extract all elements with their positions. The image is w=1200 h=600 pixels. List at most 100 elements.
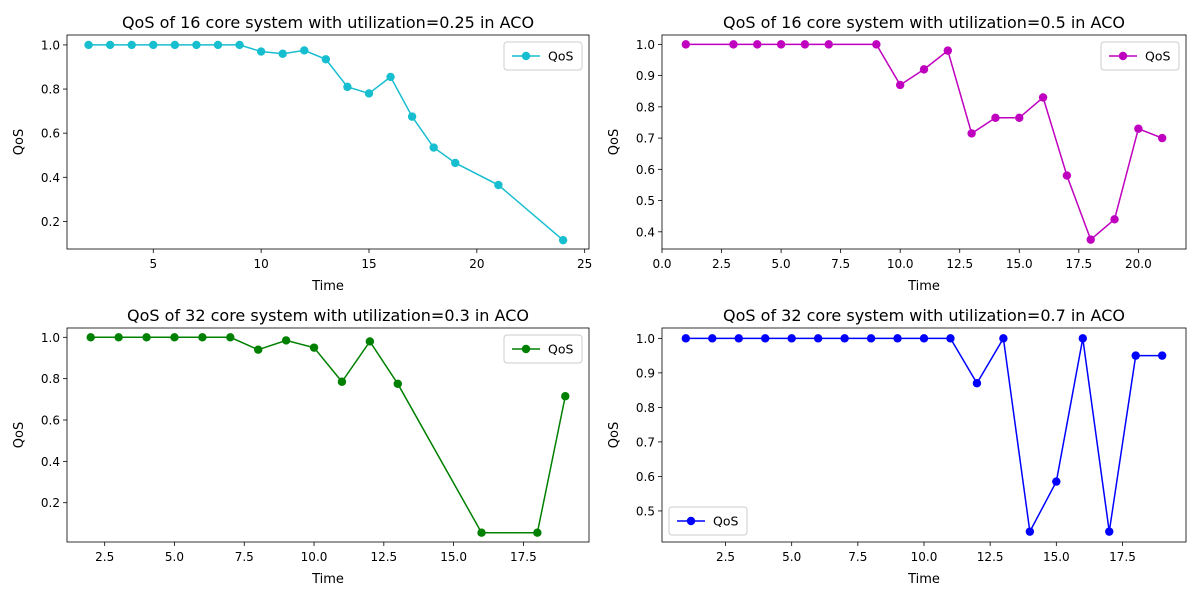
data-point bbox=[776, 40, 786, 49]
x-tick-label: 10.0 bbox=[887, 257, 914, 271]
data-point bbox=[800, 40, 810, 49]
chart-title: QoS of 16 core system with utilization=0… bbox=[122, 13, 534, 32]
legend: QoS bbox=[668, 506, 748, 536]
data-point bbox=[753, 40, 762, 49]
data-point bbox=[477, 528, 486, 537]
data-point bbox=[1078, 334, 1087, 343]
x-tick-label: 15.0 bbox=[440, 550, 467, 564]
x-axis-label: Time bbox=[311, 279, 344, 294]
x-tick-label: 12.5 bbox=[977, 550, 1004, 564]
data-point bbox=[386, 72, 395, 82]
data-point bbox=[365, 337, 375, 346]
chart-panel-1: QoS of 16 core system with utilization=0… bbox=[12, 13, 592, 294]
data-point bbox=[1157, 351, 1167, 360]
y-tick-label: 0.6 bbox=[41, 414, 60, 428]
data-point bbox=[1052, 477, 1061, 486]
series-line bbox=[685, 43, 1163, 241]
chart-title: QoS of 32 core system with utilization=0… bbox=[127, 306, 529, 325]
x-tick-label: 10.0 bbox=[911, 550, 938, 564]
x-tick-label: 15.0 bbox=[1043, 550, 1070, 564]
series-line bbox=[88, 44, 564, 241]
data-point bbox=[533, 528, 542, 537]
data-point bbox=[321, 55, 331, 64]
legend: QoS bbox=[503, 334, 583, 364]
data-point bbox=[708, 334, 717, 343]
y-tick-label: 0.8 bbox=[636, 100, 655, 114]
data-point bbox=[494, 180, 503, 190]
data-point bbox=[1015, 113, 1024, 122]
data-point bbox=[787, 334, 796, 343]
legend-label: QoS bbox=[1145, 49, 1170, 64]
y-tick-label: 0.7 bbox=[636, 132, 655, 146]
y-tick-label: 0.8 bbox=[41, 372, 60, 386]
x-axis-label: Time bbox=[907, 279, 940, 294]
data-point bbox=[429, 143, 438, 152]
y-tick-label: 0.5 bbox=[636, 194, 655, 208]
x-tick-label: 25 bbox=[577, 257, 592, 271]
data-point bbox=[278, 49, 287, 58]
data-point bbox=[734, 334, 743, 343]
data-point bbox=[872, 40, 881, 49]
data-point bbox=[919, 334, 929, 343]
y-axis-label: QoS bbox=[607, 129, 622, 155]
data-point bbox=[451, 158, 460, 168]
chart-panel-3: QoS of 32 core system with utilization=0… bbox=[12, 306, 590, 587]
y-tick-label: 0.8 bbox=[41, 83, 60, 97]
data-point bbox=[681, 40, 691, 49]
y-tick-label: 0.4 bbox=[636, 225, 655, 239]
data-point bbox=[142, 333, 151, 342]
y-tick-label: 1.0 bbox=[636, 38, 655, 52]
data-point bbox=[300, 46, 309, 55]
data-point bbox=[343, 82, 352, 92]
data-point bbox=[761, 334, 770, 343]
x-tick-label: 2.5 bbox=[712, 257, 731, 271]
chart-panel-2: QoS of 16 core system with utilization=0… bbox=[607, 13, 1187, 294]
chart-title: QoS of 16 core system with utilization=0… bbox=[723, 13, 1125, 32]
x-tick-label: 17.5 bbox=[1109, 550, 1136, 564]
chart-title: QoS of 32 core system with utilization=0… bbox=[723, 306, 1125, 325]
data-point bbox=[170, 333, 179, 342]
axes-frame bbox=[66, 34, 590, 250]
y-tick-label: 0.8 bbox=[636, 401, 655, 415]
data-point bbox=[105, 40, 115, 50]
data-point bbox=[999, 334, 1008, 343]
legend-marker bbox=[1118, 51, 1128, 61]
legend-marker bbox=[686, 516, 696, 526]
x-tick-label: 12.5 bbox=[370, 550, 397, 564]
y-tick-label: 0.9 bbox=[636, 366, 655, 380]
series-line bbox=[685, 336, 1163, 535]
x-tick-label: 5.0 bbox=[782, 550, 801, 564]
data-point bbox=[967, 129, 976, 138]
y-tick-label: 0.2 bbox=[41, 215, 60, 229]
data-point bbox=[309, 343, 319, 352]
legend-label: QoS bbox=[548, 342, 573, 357]
x-axis-label: Time bbox=[907, 572, 940, 587]
data-point bbox=[254, 345, 263, 354]
data-point bbox=[84, 40, 93, 50]
data-point bbox=[893, 334, 902, 343]
legend-marker bbox=[521, 51, 531, 61]
data-point bbox=[1157, 133, 1167, 143]
data-point bbox=[946, 334, 955, 343]
y-tick-label: 0.7 bbox=[636, 435, 655, 449]
data-point bbox=[226, 333, 235, 342]
data-point bbox=[235, 40, 244, 50]
x-tick-label: 15 bbox=[361, 257, 376, 271]
data-point bbox=[192, 40, 201, 50]
y-axis-label: QoS bbox=[607, 422, 622, 448]
y-tick-label: 0.4 bbox=[41, 171, 60, 185]
legend-box bbox=[1100, 41, 1180, 71]
data-point bbox=[991, 113, 1000, 122]
legend-box bbox=[503, 41, 583, 71]
x-tick-label: 2.5 bbox=[716, 550, 735, 564]
y-tick-label: 0.9 bbox=[636, 69, 655, 83]
x-tick-label: 7.5 bbox=[831, 257, 850, 271]
axes-frame bbox=[661, 327, 1187, 543]
legend-marker bbox=[521, 344, 531, 354]
data-point bbox=[407, 112, 417, 121]
x-tick-label: 10 bbox=[253, 257, 268, 271]
data-point bbox=[919, 65, 929, 74]
data-point bbox=[1038, 93, 1048, 102]
data-point bbox=[198, 333, 207, 342]
